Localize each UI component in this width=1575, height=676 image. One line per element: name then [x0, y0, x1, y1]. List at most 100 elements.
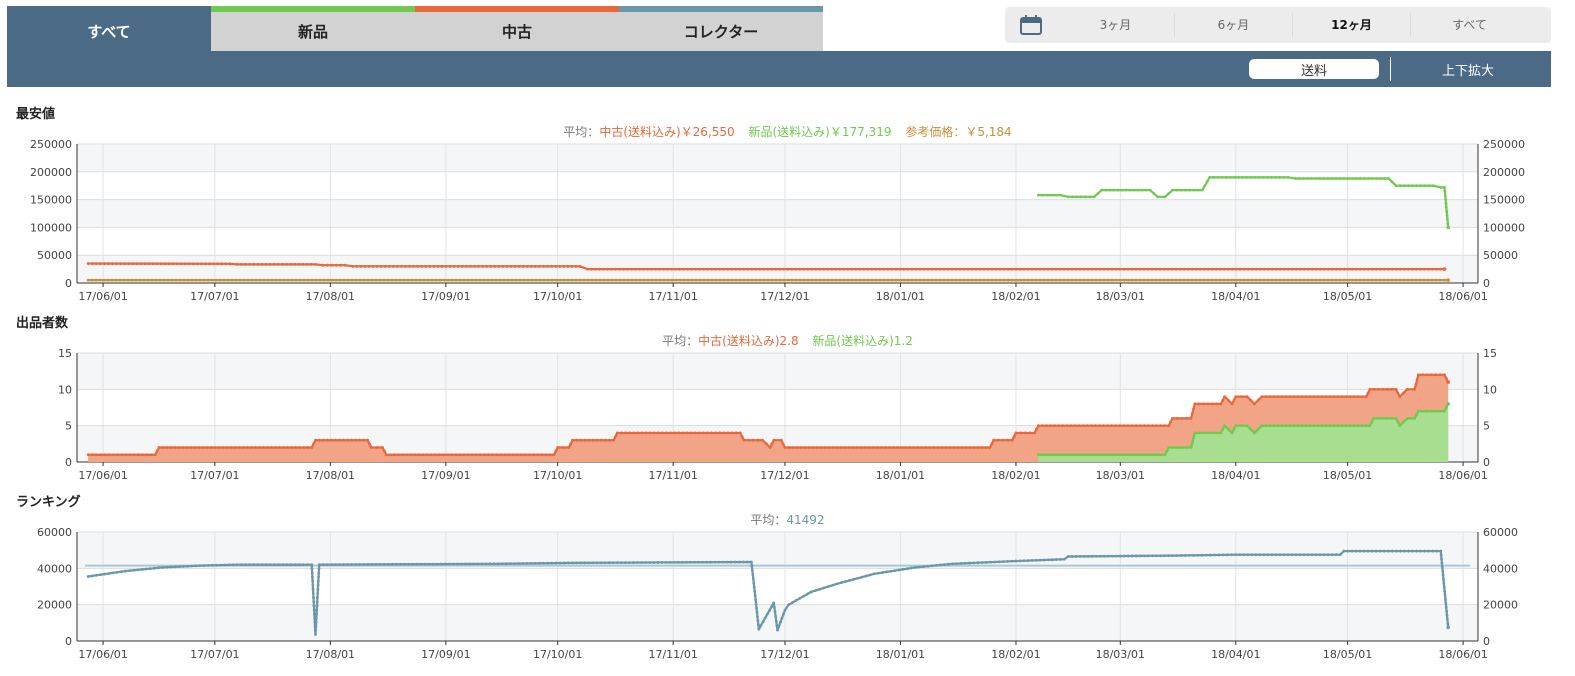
data-point: [730, 431, 734, 435]
shipping-toggle-button[interactable]: 送料: [1249, 59, 1379, 79]
data-point: [387, 264, 391, 268]
data-point: [1443, 193, 1447, 197]
x-tick-label: 18/02/01: [991, 290, 1040, 303]
data-point: [962, 278, 966, 282]
data-point: [1398, 395, 1402, 398]
data-point: [1430, 409, 1433, 413]
data-point: [406, 278, 410, 282]
data-point: [875, 446, 879, 449]
data-point: [266, 446, 269, 449]
range-6-months[interactable]: 6ヶ月: [1174, 13, 1292, 37]
vertical-zoom-button[interactable]: 上下拡大: [1399, 59, 1537, 79]
tab-new[interactable]: 新品: [211, 6, 415, 51]
x-tick-label: 17/08/01: [306, 648, 355, 661]
data-point: [252, 563, 256, 567]
data-point: [501, 264, 505, 268]
data-point: [1179, 188, 1183, 192]
data-point: [1260, 424, 1264, 428]
data-point: [225, 446, 229, 449]
data-point: [874, 278, 878, 282]
data-point: [1077, 453, 1081, 457]
data-point: [1249, 175, 1253, 179]
data-point: [1122, 453, 1126, 457]
data-point: [485, 264, 489, 268]
data-point: [1182, 267, 1186, 271]
data-point: [809, 590, 813, 594]
data-point: [1274, 175, 1278, 179]
data-point: [314, 625, 318, 628]
data-point: [1256, 398, 1260, 402]
data-point: [1284, 424, 1288, 428]
data-point: [1159, 453, 1163, 457]
data-point: [570, 278, 574, 282]
data-point: [1430, 373, 1433, 377]
data-point: [358, 438, 362, 442]
seller-avg-new: 新品(送料込み)1.2: [812, 334, 913, 348]
data-point: [678, 267, 681, 271]
data-point: [1445, 609, 1449, 613]
data-point: [1368, 387, 1372, 391]
data-point: [1442, 278, 1446, 282]
data-point: [209, 446, 213, 449]
range-3-months[interactable]: 3ヶ月: [1099, 18, 1132, 32]
data-point: [86, 262, 90, 265]
tab-all[interactable]: すべて: [7, 6, 211, 51]
data-point: [1322, 278, 1326, 282]
data-point: [672, 560, 676, 564]
data-point: [1290, 553, 1294, 557]
series-points-0: [86, 262, 1447, 271]
range-12-months[interactable]: 12ヶ月: [1292, 13, 1410, 37]
data-point: [1228, 175, 1232, 179]
data-point: [408, 264, 411, 268]
data-point: [1106, 554, 1110, 558]
data-point: [1036, 453, 1040, 457]
data-point: [595, 438, 599, 442]
data-point: [1266, 553, 1270, 557]
data-point: [1302, 267, 1306, 271]
y-tick-label-right: 5: [1483, 420, 1490, 433]
data-point: [990, 442, 994, 446]
data-point: [1066, 278, 1070, 282]
data-point: [518, 278, 522, 282]
data-point: [689, 431, 693, 435]
tab-collector[interactable]: コレクター: [619, 6, 823, 51]
data-point: [1222, 278, 1226, 282]
calendar-icon[interactable]: [1005, 15, 1057, 35]
data-point: [998, 267, 1002, 271]
data-point: [1098, 278, 1102, 282]
data-point: [898, 278, 902, 282]
data-point: [254, 446, 257, 449]
data-point: [1057, 424, 1061, 428]
data-point: [1014, 267, 1018, 271]
data-point: [281, 563, 285, 567]
tab-used[interactable]: 中古: [415, 6, 619, 51]
data-point: [706, 278, 710, 282]
data-point: [1166, 278, 1170, 282]
data-point: [1441, 569, 1445, 573]
data-point: [1402, 420, 1405, 424]
data-point: [1026, 278, 1030, 282]
data-point: [116, 453, 119, 457]
data-point: [478, 453, 482, 457]
data-point: [878, 267, 882, 271]
data-point: [1006, 278, 1010, 282]
data-point: [1206, 431, 1210, 435]
data-point: [314, 633, 317, 637]
data-point: [464, 562, 467, 566]
data-point: [311, 583, 315, 587]
data-point: [202, 564, 206, 567]
data-point: [114, 278, 118, 282]
data-point: [438, 453, 441, 457]
data-point: [693, 431, 697, 435]
data-point: [1175, 417, 1179, 420]
data-point: [1108, 188, 1112, 192]
data-point: [1036, 193, 1040, 197]
data-point: [1163, 453, 1167, 457]
data-point: [964, 446, 968, 449]
data-point: [757, 623, 760, 627]
data-point: [798, 278, 802, 282]
data-point: [1036, 424, 1040, 428]
data-point: [1405, 417, 1409, 420]
data-point: [395, 562, 398, 566]
range-all[interactable]: すべて: [1410, 13, 1528, 37]
